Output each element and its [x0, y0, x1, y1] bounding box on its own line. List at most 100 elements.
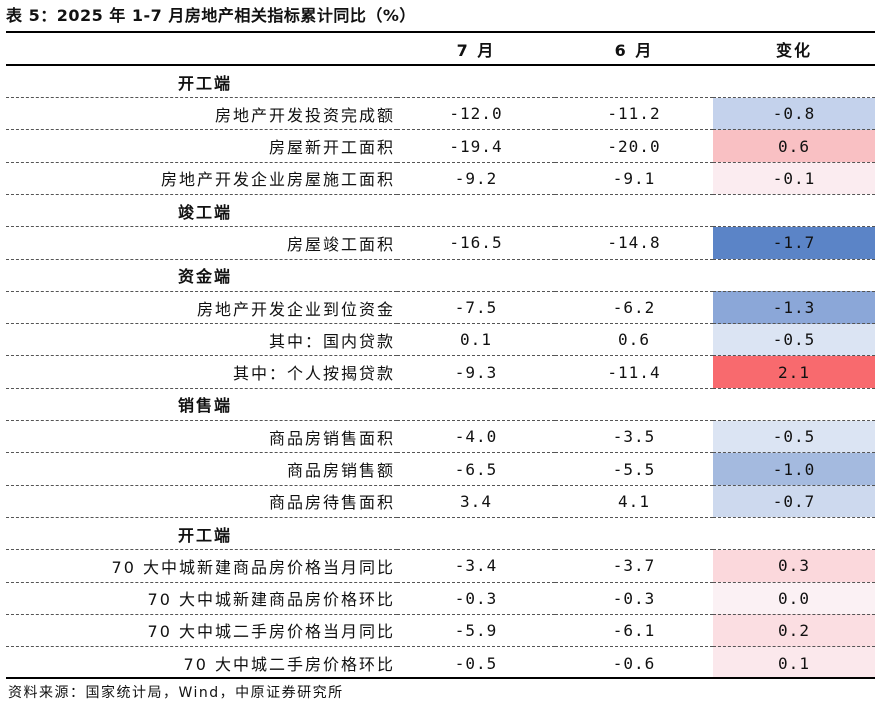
top-rule — [6, 31, 875, 33]
june-value: -5.5 — [555, 452, 713, 486]
change-value: 0.1 — [713, 646, 875, 679]
section-empty-cell — [713, 65, 875, 99]
change-value: -0.7 — [713, 485, 875, 518]
july-value: -7.5 — [397, 291, 555, 325]
table-row: 房屋竣工面积 -16.5 -14.8 -1.7 — [6, 226, 875, 260]
section-empty-cell — [555, 388, 713, 422]
header-june: 6 月 — [555, 33, 713, 67]
change-value: -1.7 — [713, 226, 875, 260]
june-value: -3.7 — [555, 549, 713, 583]
july-value: -0.5 — [454, 653, 498, 673]
table-row: 70 大中城新建商品房价格环比 -0.3 -0.3 0.0 — [6, 582, 875, 615]
change-value: 0.3 — [713, 549, 875, 583]
section-label: 资金端 — [6, 259, 397, 292]
indicator-table: 7 月 6 月 变化 开工端 房地产开发投资完成额 -12.0 -11.2 -0.8 房屋… — [6, 33, 875, 679]
table-row: 70 大中城新建商品房价格当月同比 -3.4 -3.7 0.3 — [6, 549, 875, 583]
section-empty-cell — [397, 259, 555, 292]
change-value: -0.1 — [713, 162, 875, 195]
section-empty-cell — [555, 194, 713, 228]
change-value: -0.5 — [713, 420, 875, 454]
change-value: -1.3 — [713, 291, 875, 325]
bottom-rule — [6, 677, 875, 679]
section-empty-cell — [397, 194, 555, 228]
june-value: -0.6 — [612, 653, 656, 673]
june-value: -0.3 — [555, 582, 713, 615]
table-row: 商品房销售额 -6.5 -5.5 -1.0 — [6, 452, 875, 486]
table-row: 其中：国内贷款 0.1 0.6 -0.5 — [6, 323, 875, 357]
change-value: -1.0 — [713, 452, 875, 486]
june-value: -9.1 — [555, 162, 713, 195]
change-value: 0.2 — [713, 614, 875, 648]
change-value: 0.6 — [713, 129, 875, 163]
section-row: 开工端 — [6, 65, 875, 99]
row-label: 商品房销售面积 — [6, 420, 397, 454]
section-empty-cell — [397, 388, 555, 422]
row-label: 房屋竣工面积 — [6, 226, 397, 260]
table-row: 房屋新开工面积 -19.4 -20.0 0.6 — [6, 129, 875, 163]
row-label: 房屋新开工面积 — [6, 129, 397, 163]
june-value: -11.2 — [555, 97, 713, 131]
section-empty-cell — [397, 517, 555, 551]
row-label: 70 大中城二手房价格环比 — [183, 655, 395, 675]
source-note: 资料来源：国家统计局，Wind，中原证券研究所 — [8, 685, 344, 701]
july-value: 0.1 — [397, 323, 555, 357]
section-row: 竣工端 — [6, 194, 875, 228]
table-row: 70 大中城二手房价格环比 -0.5 -0.6 0.1 — [6, 646, 875, 679]
change-value: 0.0 — [713, 582, 875, 615]
section-empty-cell — [713, 194, 875, 228]
section-label: 竣工端 — [6, 194, 397, 228]
section-empty-cell — [555, 517, 713, 551]
table-row: 房地产开发企业房屋施工面积 -9.2 -9.1 -0.1 — [6, 162, 875, 195]
section-label: 开工端 — [6, 65, 397, 99]
row-label: 其中：个人按揭贷款 — [6, 355, 397, 389]
table-title: 表 5：2025 年 1-7 月房地产相关指标累计同比（%） — [6, 6, 416, 25]
section-empty-cell — [397, 65, 555, 99]
row-label: 房地产开发投资完成额 — [6, 97, 397, 131]
table-row: 其中：个人按揭贷款 -9.3 -11.4 2.1 — [6, 355, 875, 389]
change-value: -0.8 — [713, 97, 875, 131]
section-label: 开工端 — [6, 517, 397, 551]
section-empty-cell — [713, 517, 875, 551]
section-empty-cell — [713, 388, 875, 422]
june-value: -6.2 — [555, 291, 713, 325]
july-value: -6.5 — [397, 452, 555, 486]
table-row: 房地产开发企业到位资金 -7.5 -6.2 -1.3 — [6, 291, 875, 325]
section-row: 销售端 — [6, 388, 875, 422]
header-change: 变化 — [713, 33, 875, 67]
july-value: -4.0 — [397, 420, 555, 454]
section-label: 销售端 — [6, 388, 397, 422]
july-value: -16.5 — [397, 226, 555, 260]
july-value: 3.4 — [397, 485, 555, 518]
section-empty-cell — [713, 259, 875, 292]
header-label — [6, 33, 397, 67]
july-value: -19.4 — [397, 129, 555, 163]
section-row: 开工端 — [6, 517, 875, 551]
june-value: -20.0 — [555, 129, 713, 163]
row-label: 其中：国内贷款 — [6, 323, 397, 357]
header-july: 7 月 — [397, 33, 555, 67]
table-row: 70 大中城二手房价格当月同比 -5.9 -6.1 0.2 — [6, 614, 875, 648]
july-value: -3.4 — [397, 549, 555, 583]
july-value: -5.9 — [397, 614, 555, 648]
july-value: -9.2 — [397, 162, 555, 195]
june-value: 4.1 — [555, 485, 713, 518]
change-value: 2.1 — [713, 355, 875, 389]
july-value: -12.0 — [397, 97, 555, 131]
row-label: 商品房待售面积 — [6, 485, 397, 518]
row-label: 70 大中城新建商品房价格当月同比 — [6, 549, 397, 583]
change-value: -0.5 — [713, 323, 875, 357]
table-row: 商品房销售面积 -4.0 -3.5 -0.5 — [6, 420, 875, 454]
row-label: 70 大中城新建商品房价格环比 — [6, 582, 397, 615]
july-value: -0.3 — [397, 582, 555, 615]
table-row: 房地产开发投资完成额 -12.0 -11.2 -0.8 — [6, 97, 875, 131]
row-label: 房地产开发企业到位资金 — [6, 291, 397, 325]
june-value: -11.4 — [555, 355, 713, 389]
header-row: 7 月 6 月 变化 — [6, 33, 875, 67]
july-value: -9.3 — [397, 355, 555, 389]
section-empty-cell — [555, 259, 713, 292]
june-value: -14.8 — [555, 226, 713, 260]
row-label: 房地产开发企业房屋施工面积 — [6, 162, 397, 195]
june-value: -3.5 — [555, 420, 713, 454]
section-row: 资金端 — [6, 259, 875, 292]
table-row: 商品房待售面积 3.4 4.1 -0.7 — [6, 485, 875, 518]
